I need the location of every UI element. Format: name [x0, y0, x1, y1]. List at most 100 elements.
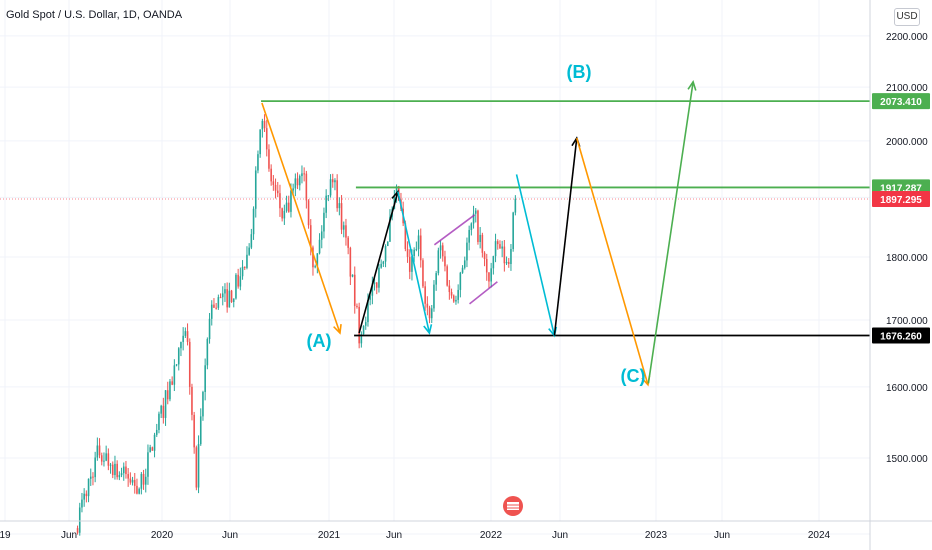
- x-tick-label: 2024: [808, 530, 831, 541]
- candle-body: [184, 331, 187, 336]
- candle-body: [382, 261, 385, 264]
- candle-body: [248, 247, 250, 255]
- candle-body: [105, 453, 107, 461]
- candle-body: [298, 176, 301, 186]
- candle-body: [437, 250, 440, 274]
- axis-corner: [871, 522, 932, 550]
- candle-body: [371, 283, 374, 296]
- trend-arrow[interactable]: [358, 191, 399, 334]
- price-label-box[interactable]: [872, 93, 930, 110]
- candle-body: [274, 184, 277, 191]
- candle-body: [180, 341, 182, 349]
- trend-arrow[interactable]: [647, 81, 694, 384]
- candle-body: [199, 416, 202, 445]
- currency-button[interactable]: USD: [894, 8, 920, 26]
- candle-body: [483, 252, 486, 259]
- candle-body: [294, 178, 297, 189]
- candle-body: [155, 429, 158, 435]
- candle-body: [336, 180, 338, 209]
- candle-body: [116, 463, 118, 478]
- candle-body: [450, 292, 453, 296]
- candle-body: [356, 305, 358, 307]
- candle-body: [439, 245, 442, 251]
- candle-body: [191, 386, 193, 415]
- candle-body: [182, 335, 184, 342]
- candle-body: [345, 225, 347, 238]
- candle-body: [340, 203, 343, 230]
- price-label-box[interactable]: [872, 327, 930, 344]
- candle-body: [281, 208, 283, 219]
- candle-body: [103, 460, 105, 462]
- candle-body: [296, 178, 299, 186]
- candle-body: [415, 249, 418, 251]
- y-tick-label: 1700.000: [886, 316, 928, 327]
- candle-body: [87, 478, 90, 497]
- x-tick-label: Jun: [386, 530, 402, 541]
- candle-body: [175, 364, 178, 366]
- candle-body: [312, 247, 314, 268]
- annotation-labels: (A) (B) (C): [307, 62, 646, 386]
- candle-body: [503, 246, 506, 264]
- candle-body: [197, 444, 200, 488]
- candle-body: [303, 173, 305, 175]
- candle-body: [457, 289, 459, 300]
- x-tick-label: Jun: [222, 530, 238, 541]
- candle-body: [329, 179, 332, 196]
- x-tick-label: 2023: [645, 530, 668, 541]
- candle-body: [441, 245, 444, 257]
- trend-arrow-head: [687, 80, 697, 91]
- candle-body: [413, 249, 415, 257]
- candle-body: [107, 453, 110, 466]
- candle-body: [446, 266, 448, 286]
- candle-body: [250, 234, 253, 248]
- candle-body: [411, 256, 413, 272]
- candles: [76, 114, 517, 536]
- candle-body: [492, 256, 495, 269]
- candle-body: [461, 267, 464, 273]
- trend-arrow[interactable]: [575, 137, 649, 385]
- plot-area[interactable]: [0, 0, 870, 535]
- trend-arrow[interactable]: [261, 102, 341, 334]
- candle-body: [270, 168, 272, 182]
- candle-body: [241, 266, 244, 277]
- candle-body: [472, 213, 475, 224]
- candle-body: [276, 190, 279, 194]
- candle-body: [316, 253, 319, 267]
- event-flag-icon[interactable]: [503, 496, 523, 516]
- candle-body: [136, 485, 138, 494]
- candle-body: [120, 473, 123, 476]
- candle-body: [386, 241, 389, 247]
- candle-body: [215, 307, 217, 309]
- price-label-text: 1676.260: [880, 332, 922, 343]
- trend-arrow[interactable]: [397, 191, 431, 334]
- candle-body: [246, 254, 248, 268]
- candle-body: [358, 306, 360, 344]
- price-label-box[interactable]: [872, 190, 930, 207]
- candle-body: [417, 235, 420, 250]
- drawings[interactable]: [261, 80, 870, 387]
- candle-body: [171, 381, 173, 385]
- candle-body: [125, 466, 127, 475]
- candle-body: [448, 285, 451, 293]
- y-tick-label: 1800.000: [886, 253, 928, 264]
- candle-body: [158, 413, 160, 430]
- candle-body: [327, 195, 330, 197]
- price-label-text: 1917.287: [880, 183, 922, 194]
- channel-line-lower[interactable]: [469, 281, 498, 305]
- candle-body: [463, 260, 466, 268]
- candle-body: [94, 457, 96, 478]
- candle-body: [186, 331, 189, 342]
- candle-body: [422, 260, 424, 287]
- candle-body: [290, 190, 292, 212]
- candle-body: [510, 249, 512, 265]
- candle-body: [499, 244, 501, 249]
- trend-arrow[interactable]: [553, 138, 578, 336]
- candle-body: [283, 210, 286, 219]
- candle-body: [173, 365, 176, 385]
- candle-body: [127, 474, 129, 479]
- channel-line-upper[interactable]: [433, 214, 476, 246]
- trend-arrow[interactable]: [515, 174, 556, 336]
- candle-body: [466, 242, 468, 261]
